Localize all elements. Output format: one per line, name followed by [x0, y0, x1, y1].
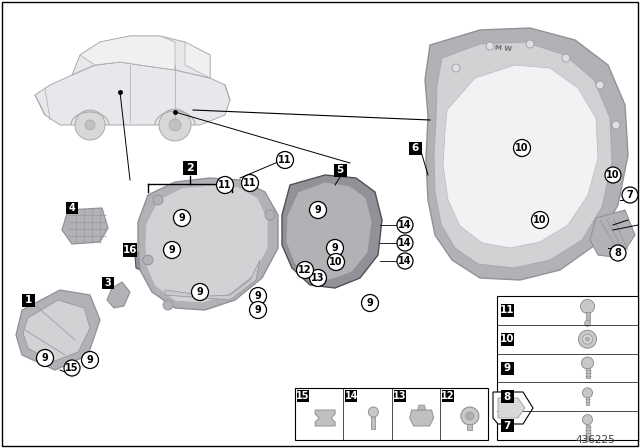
Text: 9: 9 [42, 353, 49, 363]
Text: 9: 9 [255, 291, 261, 301]
Circle shape [163, 241, 180, 258]
Text: 4: 4 [68, 203, 76, 213]
Text: 10: 10 [500, 334, 515, 344]
FancyBboxPatch shape [467, 424, 472, 430]
FancyBboxPatch shape [295, 388, 488, 440]
FancyBboxPatch shape [500, 419, 513, 432]
Text: 11: 11 [278, 155, 292, 165]
Circle shape [241, 175, 259, 191]
Circle shape [326, 240, 344, 257]
FancyBboxPatch shape [586, 397, 589, 405]
Polygon shape [410, 410, 434, 426]
Text: 14: 14 [398, 256, 412, 266]
Circle shape [596, 81, 604, 89]
Text: B M W: B M W [487, 44, 513, 52]
Text: 9: 9 [255, 305, 261, 315]
Text: 12: 12 [298, 265, 312, 275]
Circle shape [81, 352, 99, 369]
Circle shape [531, 211, 548, 228]
Circle shape [622, 187, 638, 203]
Polygon shape [493, 392, 533, 424]
Polygon shape [135, 248, 152, 272]
Text: 8: 8 [504, 392, 511, 402]
Circle shape [610, 245, 626, 261]
Circle shape [75, 110, 105, 140]
Text: 8: 8 [614, 248, 621, 258]
Polygon shape [286, 182, 372, 280]
Circle shape [328, 254, 344, 271]
Polygon shape [418, 405, 426, 410]
Circle shape [310, 202, 326, 219]
FancyBboxPatch shape [66, 202, 78, 214]
FancyBboxPatch shape [500, 390, 513, 403]
FancyBboxPatch shape [297, 390, 309, 402]
Circle shape [36, 349, 54, 366]
FancyBboxPatch shape [183, 161, 197, 175]
Text: 7: 7 [503, 421, 511, 431]
Polygon shape [107, 282, 130, 308]
Circle shape [169, 119, 181, 131]
Polygon shape [145, 185, 268, 303]
Polygon shape [35, 62, 230, 125]
Circle shape [562, 54, 570, 62]
Circle shape [173, 210, 191, 227]
Polygon shape [23, 300, 90, 362]
FancyBboxPatch shape [586, 368, 589, 378]
Circle shape [486, 42, 494, 50]
Text: 13: 13 [311, 273, 324, 283]
FancyBboxPatch shape [442, 390, 454, 402]
Text: 436225: 436225 [575, 435, 615, 445]
Text: 10: 10 [606, 170, 620, 180]
Text: 12: 12 [441, 391, 454, 401]
Circle shape [513, 139, 531, 156]
Text: 14: 14 [344, 391, 358, 401]
Circle shape [216, 177, 234, 194]
FancyBboxPatch shape [22, 293, 35, 306]
Circle shape [582, 357, 593, 369]
Polygon shape [434, 42, 612, 268]
Polygon shape [62, 208, 108, 244]
FancyBboxPatch shape [500, 333, 513, 346]
Polygon shape [138, 178, 278, 310]
Text: 3: 3 [104, 278, 111, 288]
FancyBboxPatch shape [408, 142, 422, 155]
FancyBboxPatch shape [500, 304, 513, 317]
Circle shape [612, 121, 620, 129]
Circle shape [369, 407, 378, 417]
Polygon shape [315, 410, 335, 426]
Circle shape [163, 300, 173, 310]
Circle shape [310, 270, 326, 287]
Text: 11: 11 [243, 178, 257, 188]
Text: 6: 6 [412, 143, 419, 153]
Text: 9: 9 [196, 287, 204, 297]
Circle shape [159, 109, 191, 141]
Circle shape [397, 235, 413, 251]
Polygon shape [80, 36, 175, 70]
Circle shape [582, 334, 593, 344]
Circle shape [276, 151, 294, 168]
FancyBboxPatch shape [586, 312, 589, 321]
FancyBboxPatch shape [371, 417, 376, 429]
Circle shape [605, 167, 621, 183]
Text: 5: 5 [337, 165, 344, 175]
Circle shape [64, 360, 80, 376]
Polygon shape [443, 65, 598, 248]
Text: 10: 10 [329, 257, 343, 267]
Text: 9: 9 [179, 213, 186, 223]
Circle shape [153, 195, 163, 205]
Text: 13: 13 [393, 391, 406, 401]
Circle shape [362, 294, 378, 311]
Text: 9: 9 [367, 298, 373, 308]
Text: 9: 9 [168, 245, 175, 255]
Circle shape [466, 412, 474, 420]
Text: 14: 14 [398, 238, 412, 248]
Circle shape [397, 217, 413, 233]
Text: 16: 16 [123, 245, 137, 255]
FancyBboxPatch shape [394, 390, 406, 402]
Polygon shape [590, 210, 635, 258]
Circle shape [397, 253, 413, 269]
FancyBboxPatch shape [102, 277, 114, 289]
Text: 15: 15 [296, 391, 310, 401]
Text: 7: 7 [627, 190, 634, 200]
